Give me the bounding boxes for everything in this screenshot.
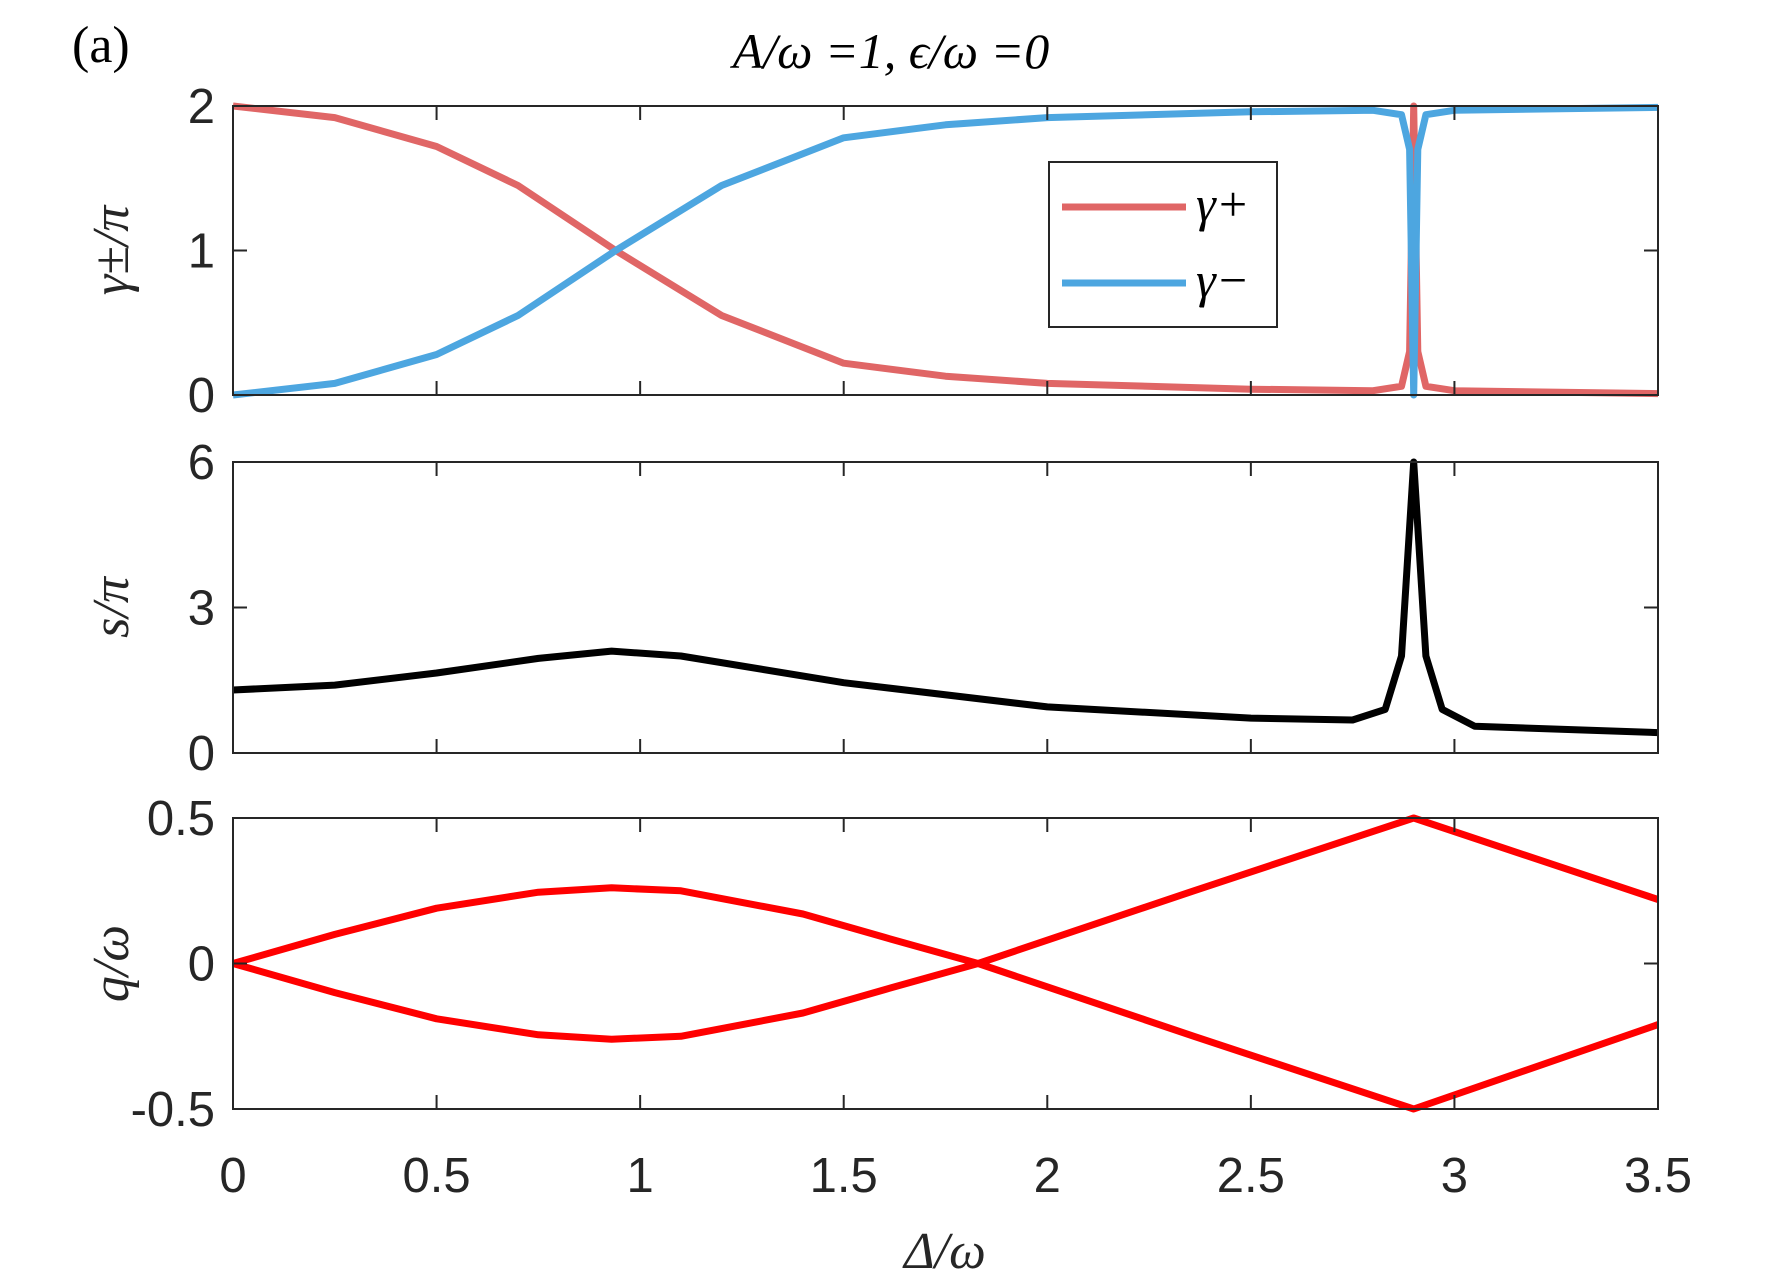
x-tick-label: 0.5 [403, 1149, 471, 1203]
chart-title: A/ω =1, ϵ/ω =0 [730, 23, 1050, 79]
x-tick-label: 3.5 [1624, 1149, 1692, 1203]
x-tick-label: 1 [627, 1149, 654, 1203]
series-line-q1 [232, 884, 1660, 1113]
y-tick-label: 0 [188, 727, 215, 781]
y-tick-label: 0 [188, 938, 215, 992]
series-line-s [232, 458, 1659, 737]
y-axis-label: s/π [83, 575, 140, 638]
y-tick-label: 6 [188, 436, 215, 490]
y-tick-label: 0 [188, 369, 215, 423]
legend-entry: γ+ [1196, 176, 1249, 232]
x-tick-label: 2 [1034, 1149, 1061, 1203]
panel-3: -0.500.5q/ω0 0.5 1 1.5 2 2.5 3 3.5 [83, 792, 1692, 1203]
legend: γ+ γ− [1048, 161, 1278, 328]
y-axis-label: γ±/π [83, 204, 140, 295]
y-tick-label: -0.5 [131, 1083, 215, 1137]
x-tick-label: 3 [1441, 1149, 1468, 1203]
panel-tag: (a) [72, 17, 130, 74]
panel-2: 0 3 6 s/π [83, 436, 1659, 781]
panel-1: 0 1 2 γ±/π γ+ γ− [83, 80, 1659, 423]
y-tick-label: 3 [188, 582, 215, 636]
series-line-γ+ [232, 102, 1659, 398]
y-tick-label: 0.5 [147, 792, 215, 846]
x-tick-label: 0 [219, 1149, 246, 1203]
x-tick-label: 1.5 [810, 1149, 878, 1203]
legend-box [1048, 161, 1278, 328]
series-line-γ− [232, 103, 1659, 399]
y-tick-label: 1 [188, 225, 215, 279]
series-line-q2 [232, 814, 1660, 1043]
x-tick-label: 2.5 [1217, 1149, 1285, 1203]
y-tick-label: 2 [188, 80, 215, 134]
legend-entry: γ− [1196, 252, 1249, 308]
axes-frame [232, 817, 1659, 1110]
x-axis-label: Δ/ω [902, 1223, 986, 1280]
y-axis-label: q/ω [83, 925, 140, 1002]
